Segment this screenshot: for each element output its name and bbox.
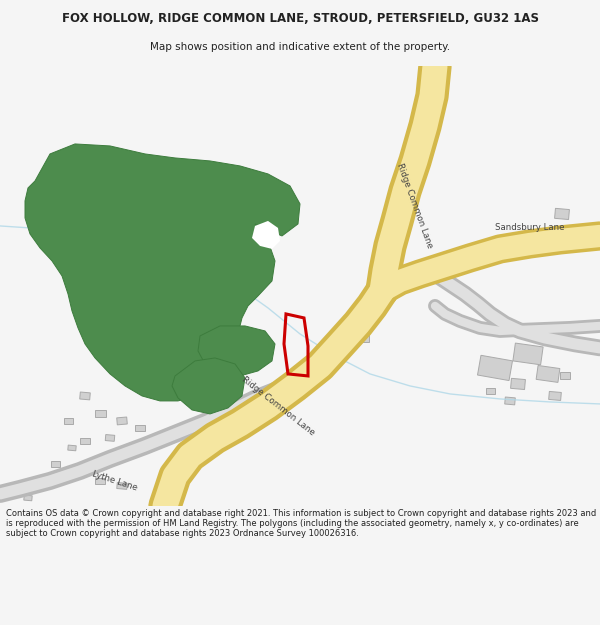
Polygon shape <box>198 326 275 376</box>
Bar <box>68 445 76 451</box>
Bar <box>50 461 59 467</box>
Bar <box>64 418 73 424</box>
Bar <box>80 392 90 400</box>
Bar <box>164 310 176 318</box>
Text: FOX HOLLOW, RIDGE COMMON LANE, STROUD, PETERSFIELD, GU32 1AS: FOX HOLLOW, RIDGE COMMON LANE, STROUD, P… <box>62 12 539 25</box>
Bar <box>95 411 106 418</box>
Polygon shape <box>25 144 300 401</box>
Text: Map shows position and indicative extent of the property.: Map shows position and indicative extent… <box>150 42 450 52</box>
Bar <box>478 355 512 381</box>
Bar <box>80 438 90 444</box>
Bar <box>95 478 105 484</box>
Bar <box>505 397 515 405</box>
Bar <box>38 483 46 488</box>
Text: Lythe Lane: Lythe Lane <box>91 469 139 492</box>
Bar <box>560 372 570 379</box>
Polygon shape <box>172 358 245 414</box>
Bar <box>110 328 127 340</box>
Bar <box>117 417 127 425</box>
Bar <box>485 388 494 394</box>
Bar <box>152 329 164 339</box>
Bar <box>24 495 32 501</box>
Bar <box>152 367 164 375</box>
Text: Ridge Common Lane: Ridge Common Lane <box>395 162 434 250</box>
Bar <box>536 366 560 382</box>
Bar <box>105 434 115 441</box>
Bar <box>341 326 369 342</box>
Bar <box>71 471 79 477</box>
Bar <box>117 482 127 489</box>
Text: Contains OS data © Crown copyright and database right 2021. This information is : Contains OS data © Crown copyright and d… <box>6 509 596 538</box>
Text: Sandsbury Lane: Sandsbury Lane <box>495 223 565 232</box>
Bar <box>135 425 145 431</box>
Bar <box>511 378 526 389</box>
Polygon shape <box>252 221 280 249</box>
Bar <box>513 343 543 365</box>
Bar <box>154 433 163 439</box>
Bar <box>81 308 99 320</box>
Bar <box>109 356 121 366</box>
Bar <box>97 280 119 296</box>
Bar <box>133 343 147 353</box>
Bar <box>548 391 562 401</box>
Text: Ridge Common Lane: Ridge Common Lane <box>240 375 316 437</box>
Bar <box>128 373 142 382</box>
Bar <box>573 224 583 231</box>
Bar <box>554 208 569 219</box>
